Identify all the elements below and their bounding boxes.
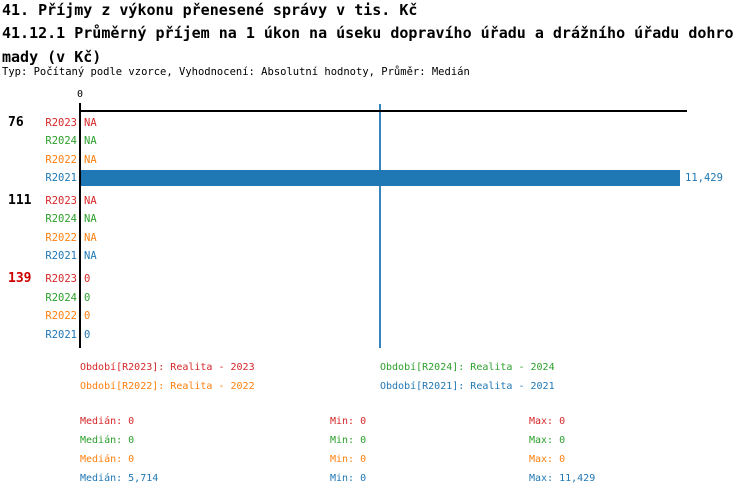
- stat-median-r2022: Medián: 0: [80, 454, 135, 465]
- x-axis-line: [79, 110, 687, 112]
- row-value: 0: [84, 329, 91, 341]
- series-label-r2023: R2023: [45, 117, 77, 129]
- row-value: NA: [84, 117, 97, 129]
- series-label-r2024: R2024: [45, 135, 77, 147]
- row-value: 0: [84, 310, 91, 322]
- series-label-r2023: R2023: [45, 273, 77, 285]
- row-value: NA: [84, 232, 97, 244]
- median-gridline: [379, 104, 381, 348]
- stat-max-r2021: Max: 11,429: [529, 473, 596, 484]
- stat-min-r2021: Min: 0: [330, 473, 367, 484]
- legend-item-r2021: Období[R2021]: Realita - 2021: [380, 381, 555, 392]
- row-value: NA: [84, 250, 97, 262]
- row-value: 0: [84, 273, 91, 285]
- stat-min-r2022: Min: 0: [330, 454, 367, 465]
- row-value: NA: [84, 213, 97, 225]
- row-value: NA: [84, 135, 97, 147]
- group-label-139: 139: [8, 271, 32, 286]
- stat-median-r2023: Medián: 0: [80, 416, 135, 427]
- report-title-line1: 41. Příjmy z výkonu přenesené správy v t…: [2, 1, 418, 19]
- bar-value-label: 11,429: [685, 172, 723, 184]
- series-label-r2021: R2021: [45, 250, 77, 262]
- series-label-r2022: R2022: [45, 310, 77, 322]
- stat-max-r2024: Max: 0: [529, 435, 566, 446]
- series-label-r2023: R2023: [45, 195, 77, 207]
- legend-item-r2023: Období[R2023]: Realita - 2023: [80, 362, 255, 373]
- report-subtitle: Typ: Počítaný podle vzorce, Vyhodnocení:…: [2, 66, 470, 78]
- row-value: NA: [84, 154, 97, 166]
- group-label-76: 76: [8, 115, 24, 130]
- series-label-r2021: R2021: [45, 172, 77, 184]
- row-value: 0: [84, 292, 91, 304]
- stat-min-r2023: Min: 0: [330, 416, 367, 427]
- group-label-111: 111: [8, 193, 32, 208]
- stat-max-r2023: Max: 0: [529, 416, 566, 427]
- legend-item-r2022: Období[R2022]: Realita - 2022: [80, 381, 255, 392]
- row-value: NA: [84, 195, 97, 207]
- stat-min-r2024: Min: 0: [330, 435, 367, 446]
- report-title-line2: 41.12.1 Průměrný příjem na 1 úkon na úse…: [2, 24, 734, 42]
- report-title-line3: mady (v Kč): [2, 48, 102, 66]
- series-label-r2022: R2022: [45, 154, 77, 166]
- stat-median-r2024: Medián: 0: [80, 435, 135, 446]
- series-label-r2024: R2024: [45, 292, 77, 304]
- x-axis-zero-tick-label: 0: [76, 89, 84, 100]
- series-label-r2024: R2024: [45, 213, 77, 225]
- stat-median-r2021: Medián: 5,714: [80, 473, 159, 484]
- stat-max-r2022: Max: 0: [529, 454, 566, 465]
- series-label-r2021: R2021: [45, 329, 77, 341]
- y-axis-line: [79, 103, 81, 348]
- legend-item-r2024: Období[R2024]: Realita - 2024: [380, 362, 555, 373]
- series-label-r2022: R2022: [45, 232, 77, 244]
- bar-r2021-group-76: [81, 170, 680, 186]
